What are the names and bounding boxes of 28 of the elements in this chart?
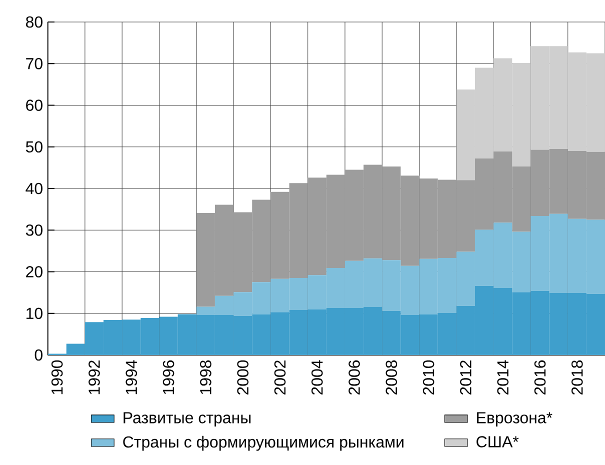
x-tick-label: 2012 — [460, 360, 472, 395]
x-tick-label: 2004 — [311, 360, 323, 395]
legend-label: Развитые страны — [124, 412, 251, 427]
x-tick-label: 1994 — [126, 360, 138, 394]
x-tick-label: 2010 — [422, 360, 434, 395]
y-tick-label: 50 — [26, 141, 42, 153]
legend-label: США* — [476, 436, 519, 448]
legend-label: Еврозона* — [477, 412, 552, 427]
y-tick-label: 20 — [26, 266, 42, 278]
y-tick-label: 70 — [26, 58, 42, 70]
x-tick-label: 1992 — [88, 360, 100, 394]
y-tick-label: 0 — [34, 349, 42, 361]
x-tick-label: 2008 — [386, 360, 398, 395]
x-tick-label: 1998 — [200, 360, 212, 394]
legend-label: Страны с формирующимися рынками — [123, 436, 404, 451]
x-tick-label: 2000 — [237, 360, 248, 395]
x-tick-label: 2006 — [348, 360, 360, 395]
y-tick-label: 40 — [26, 182, 42, 194]
x-tick-label: 2002 — [274, 360, 286, 395]
y-tick-label: 80 — [26, 16, 42, 28]
y-tick-label: 60 — [26, 100, 42, 111]
x-tick-label: 2016 — [534, 360, 546, 395]
x-tick-label: 2014 — [497, 360, 509, 395]
x-tick-label: 1990 — [51, 360, 63, 394]
y-tick-label: 10 — [26, 308, 42, 320]
y-tick-label: 30 — [26, 224, 42, 236]
x-tick-label: 2018 — [571, 360, 583, 395]
x-tick-label: 1996 — [162, 360, 174, 394]
